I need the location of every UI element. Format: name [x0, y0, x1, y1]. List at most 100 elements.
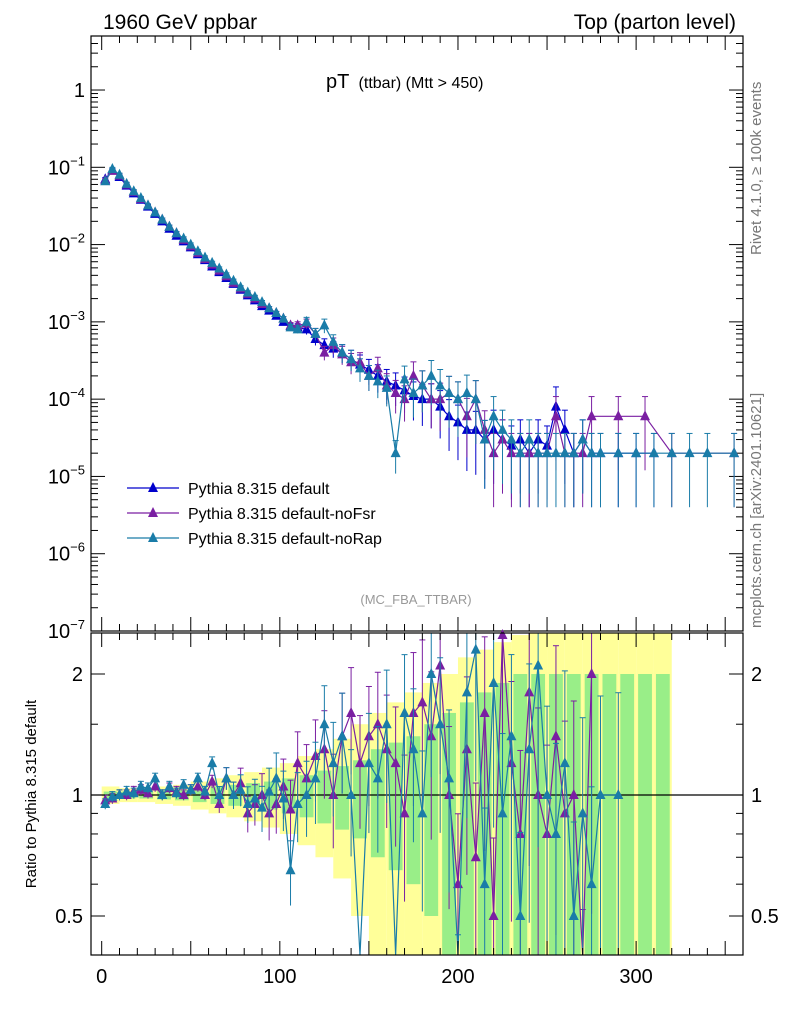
ratio-data-point [121, 785, 132, 796]
main-data-point [631, 447, 642, 458]
ratio-data-point [470, 851, 481, 862]
ratio-data-point [497, 807, 508, 818]
main-data-point [372, 375, 383, 386]
main-y-tick-mantissa: 10 [48, 544, 70, 566]
ratio-band-green [335, 766, 350, 830]
ratio-data-point [488, 676, 499, 687]
ratio-data-point [319, 718, 330, 729]
ratio-data-point [363, 757, 374, 768]
ratio-data-point [192, 772, 203, 783]
main-y-tick-label: 10−7 [48, 617, 85, 643]
ratio-frame [90, 632, 744, 956]
ratio-data-point [595, 789, 606, 799]
main-data-point [128, 185, 139, 196]
ratio-data-point [399, 706, 410, 717]
ratio-data-point [426, 668, 437, 678]
main-y-tick-label: 10−5 [48, 462, 85, 488]
main-data-point [192, 245, 203, 256]
ratio-data-point [164, 780, 175, 791]
main-data-point [577, 433, 588, 444]
main-title-sub: (ttbar) (Mtt > 450) [359, 75, 484, 92]
main-data-point [150, 206, 161, 217]
ratio-data-point [328, 757, 339, 768]
rivet-label: Rivet 4.1.0, ≥ 100k events [748, 82, 765, 255]
main-data-point [559, 423, 570, 434]
ratio-data-point [200, 785, 211, 796]
main-data-point [515, 447, 526, 458]
main-y-tick-label: 10−1 [48, 153, 85, 179]
main-data-point [207, 256, 218, 267]
main-data-point [426, 369, 437, 380]
main-data-point [568, 447, 579, 458]
main-data-point [648, 447, 659, 458]
ratio-data-point [214, 789, 225, 799]
ratio-data-point [497, 629, 508, 640]
main-data-point [479, 433, 490, 444]
ratio-data-point [192, 780, 203, 791]
main-data-point [242, 286, 253, 297]
ratio-data-point [354, 757, 365, 768]
main-data-point [257, 296, 268, 307]
ratio-data-point [417, 696, 428, 707]
main-frame [90, 35, 744, 632]
ratio-data-point [337, 730, 348, 741]
main-data-point [235, 281, 246, 292]
legend-label: Pythia 8.315 default [188, 481, 330, 498]
main-data-point [550, 410, 561, 421]
main-data-point [171, 227, 182, 238]
main-data-point [729, 447, 740, 458]
main-panel: 110−110−210−310−410−510−610−7 pT (ttbar)… [48, 35, 744, 643]
main-y-tick-exponent: −4 [70, 385, 85, 400]
main-data-point [310, 327, 321, 338]
main-y-tick-label: 10−3 [48, 308, 85, 334]
main-data-point [586, 410, 597, 421]
main-data-point [121, 177, 132, 188]
main-data-point [666, 447, 677, 458]
main-data-point [684, 447, 695, 458]
main-data-point [214, 262, 225, 273]
main-y-tick-exponent: −5 [70, 462, 85, 477]
ratio-data-point [542, 789, 553, 799]
ratio-data-point [506, 730, 517, 741]
main-data-point [337, 346, 348, 357]
main-data-point [107, 163, 118, 174]
ratio-data-point [399, 807, 410, 818]
ratio-data-point [559, 757, 570, 768]
ratio-data-point [372, 772, 383, 783]
legend: Pythia 8.315 default Pythia 8.315 default… [127, 481, 382, 548]
legend-label: Pythia 8.315 default-noRap [188, 531, 382, 548]
ratio-y-tick-label-right: 1 [751, 785, 762, 807]
ratio-data-point [568, 910, 579, 920]
ratio-panel: 0.5 0.5 1 1 2 2 0 100 200 300 Ratio to Pythia 8.3… [23, 629, 779, 988]
main-data-point [452, 393, 463, 404]
main-data-point [114, 168, 125, 179]
legend-marker [148, 482, 158, 492]
ratio-data-point [550, 730, 561, 741]
main-y-tick-exponent: −7 [70, 617, 85, 632]
main-data-point [399, 373, 410, 384]
main-y-ticks: 110−110−210−310−410−510−610−7 [48, 35, 743, 643]
main-data-point [533, 447, 544, 458]
ratio-data-point [221, 772, 232, 783]
ratio-data-point [310, 772, 321, 783]
ratio-data-point [257, 801, 268, 812]
main-data-point [135, 192, 146, 203]
ratio-y-tick-label-left: 0.5 [55, 906, 83, 928]
main-data-point [354, 362, 365, 373]
ratio-data-point [417, 807, 428, 818]
main-y-tick-mantissa: 10 [48, 466, 70, 488]
main-y-tick-label: 10−4 [48, 385, 85, 411]
main-data-point [271, 307, 282, 318]
ratio-data-point [242, 797, 253, 808]
ratio-data-point [346, 706, 357, 717]
main-data-point [488, 410, 499, 421]
main-data-point [328, 335, 339, 346]
main-data-point [178, 232, 189, 243]
main-data-point [595, 447, 606, 458]
ratio-y-tick-label-left: 1 [72, 785, 83, 807]
main-y-tick-mantissa: 10 [48, 312, 70, 334]
mcplots-label: mcplots.cern.ch [arXiv:2401.10621] [748, 393, 765, 628]
ratio-data-point [577, 807, 588, 818]
ratio-data-point [207, 757, 218, 768]
ratio-data-point [178, 789, 189, 799]
